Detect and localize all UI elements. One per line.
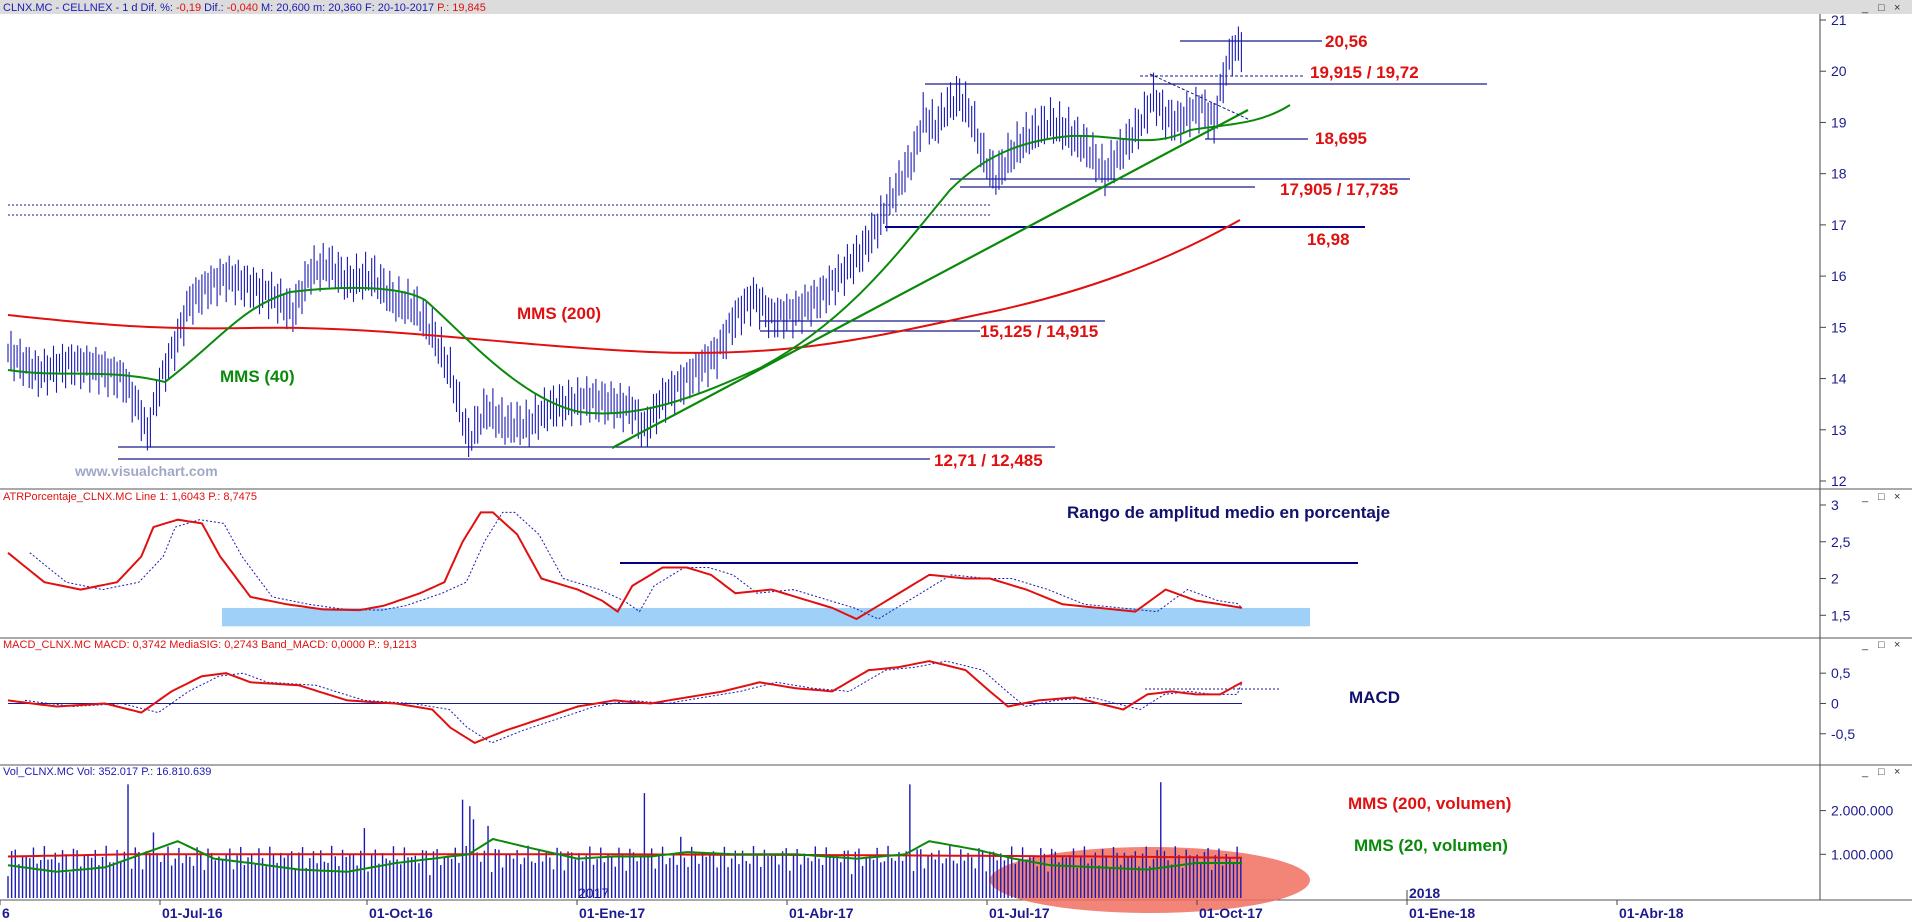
price-y-axis: 21 20 19 18 17 16 15 14 13 12 xyxy=(1820,12,1847,489)
y-tick-label: 12 xyxy=(1831,473,1847,489)
price-panel[interactable]: CLNX.MC - CELLNEX - 1 d Dif. %: -0,19 Di… xyxy=(3,2,1900,489)
header-part: P.: 19,845 xyxy=(437,2,486,14)
volume-ma20-line xyxy=(7,837,1242,873)
atr-panel[interactable]: ATRPorcentaje_CLNX.MC Line 1: 1,6043 P.:… xyxy=(3,491,1900,627)
macd-y-axis: 0,5 0 -0,5 xyxy=(1820,665,1855,742)
header-part: CLNX.MC - CELLNEX - 1 d Dif. %: xyxy=(3,2,176,14)
atr-y-axis: 3 2,5 2 1,5 xyxy=(1820,497,1851,623)
x-tick-label: 01-Ene-17 xyxy=(579,905,645,921)
y-tick-label: 2,5 xyxy=(1831,534,1851,550)
macd-line xyxy=(7,660,1243,745)
ma200-line xyxy=(7,219,1241,354)
ma40-line xyxy=(7,104,1291,415)
price-header: CLNX.MC - CELLNEX - 1 d Dif. %: -0,19 Di… xyxy=(3,2,486,14)
x-tick-label: 01-Jul-17 xyxy=(989,905,1050,921)
level-label-15-125: 15,125 / 14,915 xyxy=(980,322,1098,341)
minimize-button[interactable]: _ xyxy=(1861,491,1869,503)
atr-title: Rango de amplitud medio en porcentaje xyxy=(1067,503,1390,522)
maximize-button[interactable]: □ xyxy=(1878,766,1885,778)
channel-line-dashed xyxy=(1149,73,1251,121)
volume-ma200-label: MMS (200, volumen) xyxy=(1348,794,1511,813)
level-label-12-71: 12,71 / 12,485 xyxy=(934,451,1043,470)
atr-signal-line xyxy=(29,511,1243,620)
level-label-20-56: 20,56 xyxy=(1325,32,1368,51)
y-tick-label: 18 xyxy=(1831,166,1847,182)
macd-panel[interactable]: MACD_CLNX.MC MACD: 0,3742 MediaSIG: 0,27… xyxy=(3,639,1900,745)
y-tick-label: 1.000.000 xyxy=(1831,846,1893,862)
y-tick-label: 3 xyxy=(1831,497,1839,513)
y-tick-label: 13 xyxy=(1831,422,1847,438)
y-tick-label: 15 xyxy=(1831,319,1847,335)
macd-signal-line xyxy=(24,660,1243,744)
header-part: -0,19 xyxy=(176,2,201,14)
macd-header: MACD_CLNX.MC MACD: 0,3742 MediaSIG: 0,27… xyxy=(3,639,417,651)
volume-ma200-line xyxy=(7,853,1243,859)
ma200-label: MMS (200) xyxy=(517,304,601,323)
trend-line xyxy=(611,109,1249,449)
minimize-button[interactable]: _ xyxy=(1861,2,1869,14)
x-tick-label: 01-Oct-16 xyxy=(369,905,433,921)
y-tick-label: 0 xyxy=(1831,695,1839,711)
x-axis-year-marker: 2018 xyxy=(1409,885,1440,901)
x-tick-label: 01-Abr-17 xyxy=(789,905,854,921)
header-part: MACD_CLNX.MC MACD: 0,3742 MediaSIG: 0,27… xyxy=(3,639,417,651)
price-window-controls[interactable]: _ □ × xyxy=(1861,2,1900,14)
close-button[interactable]: × xyxy=(1894,766,1900,778)
maximize-button[interactable]: □ xyxy=(1878,2,1885,14)
watermark: www.visualchart.com xyxy=(74,463,218,479)
volume-panel[interactable]: Vol_CLNX.MC Vol: 352.017 P.: 16.810.639 … xyxy=(3,766,1900,913)
atr-window-controls[interactable]: _ □ × xyxy=(1861,491,1900,503)
level-label-16-98: 16,98 xyxy=(1307,230,1350,249)
macd-title: MACD xyxy=(1349,688,1400,707)
volume-header: Vol_CLNX.MC Vol: 352.017 P.: 16.810.639 xyxy=(3,766,211,778)
x-tick-label: 01-Jul-16 xyxy=(162,905,223,921)
atr-header: ATRPorcentaje_CLNX.MC Line 1: 1,6043 P.:… xyxy=(3,491,257,503)
level-label-18-695: 18,695 xyxy=(1315,129,1367,148)
atr-band xyxy=(222,607,1310,627)
header-part: Dif.: xyxy=(201,2,227,14)
volume-y-axis: 2.000.000 1.000.000 xyxy=(1820,803,1893,862)
close-button[interactable]: × xyxy=(1894,639,1900,651)
maximize-button[interactable]: □ xyxy=(1878,639,1885,651)
ma40-label: MMS (40) xyxy=(220,367,295,386)
x-axis-year-faint: 2017 xyxy=(578,885,609,901)
level-label-17-905: 17,905 / 17,735 xyxy=(1280,180,1398,199)
y-tick-label: 1,5 xyxy=(1831,607,1851,623)
minimize-button[interactable]: _ xyxy=(1861,766,1869,778)
minimize-button[interactable]: _ xyxy=(1861,639,1869,651)
level-label-19-915: 19,915 / 19,72 xyxy=(1310,63,1419,82)
close-button[interactable]: × xyxy=(1894,491,1900,503)
header-part: -0,040 xyxy=(227,2,258,14)
y-tick-label: 21 xyxy=(1831,12,1847,28)
volume-ma20-label: MMS (20, volumen) xyxy=(1354,836,1508,855)
y-tick-label: -0,5 xyxy=(1831,726,1855,742)
volume-window-controls[interactable]: _ □ × xyxy=(1861,766,1900,778)
atr-line xyxy=(7,511,1243,621)
y-tick-label: 19 xyxy=(1831,114,1847,130)
y-tick-label: 17 xyxy=(1831,217,1847,233)
x-tick-label: 01-Abr-18 xyxy=(1619,905,1684,921)
x-axis: 6 01-Jul-16 01-Oct-16 01-Ene-17 01-Abr-17 01-… xyxy=(0,885,1684,921)
y-tick-label: 20 xyxy=(1831,63,1847,79)
x-tick-label: 01-Ene-18 xyxy=(1409,905,1475,921)
close-button[interactable]: × xyxy=(1894,2,1900,14)
y-tick-label: 14 xyxy=(1831,371,1847,387)
header-part: M: 20,600 m: 20,360 F: 20-10-2017 xyxy=(258,2,437,14)
maximize-button[interactable]: □ xyxy=(1878,491,1885,503)
x-tick-label: 01-Oct-17 xyxy=(1199,905,1263,921)
volume-bars xyxy=(7,782,1242,898)
y-tick-label: 0,5 xyxy=(1831,665,1851,681)
x-tick-label: 6 xyxy=(2,905,10,921)
header-part: ATRPorcentaje_CLNX.MC Line 1: 1,6043 P.:… xyxy=(3,491,257,503)
y-tick-label: 2.000.000 xyxy=(1831,803,1893,819)
header-part: Vol_CLNX.MC Vol: 352.017 P.: 16.810.639 xyxy=(3,766,211,778)
y-tick-label: 2 xyxy=(1831,571,1839,587)
macd-window-controls[interactable]: _ □ × xyxy=(1861,639,1900,651)
y-tick-label: 16 xyxy=(1831,268,1847,284)
